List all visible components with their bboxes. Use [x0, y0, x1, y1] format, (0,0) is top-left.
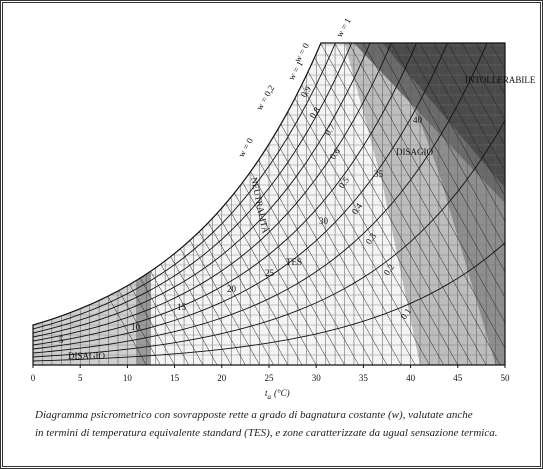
w-curve [33, 43, 505, 354]
x-axis-label: ta (°C) [265, 388, 290, 401]
tes-label: 15 [177, 302, 187, 312]
tes-line [320, 43, 505, 365]
x-tick-label: 50 [501, 373, 511, 383]
tes-label: 10 [131, 322, 141, 332]
w-curve [33, 43, 505, 338]
x-tick-label: 5 [78, 373, 83, 383]
tes-label: 30 [319, 216, 329, 226]
zone-cold-dark [136, 43, 151, 365]
tes-line [377, 43, 505, 365]
tes-line [504, 43, 505, 365]
w-curve-label: w = 0,2 [254, 83, 276, 112]
w-curve-label: w = 1 [286, 59, 305, 82]
x-tick-label: 35 [359, 373, 369, 383]
tes-label: 20 [227, 284, 237, 294]
tes-line [519, 3, 540, 365]
x-tick-label: 30 [312, 373, 322, 383]
w-curve [33, 242, 505, 362]
tes-label: 40 [413, 115, 423, 125]
caption-line: Diagramma psicrometrico con sovrapposte … [35, 409, 473, 421]
tes-line [405, 43, 505, 365]
tes-label: 35 [374, 169, 384, 179]
tes-line [349, 43, 505, 365]
x-tick-label: 15 [170, 373, 180, 383]
tes-line [533, 3, 540, 365]
w-curve-label: w = 1 [334, 16, 353, 39]
x-tick-label: 45 [453, 373, 463, 383]
zone-label: INTOLLERABILE [465, 75, 536, 85]
x-axis-label-part: a [268, 393, 272, 401]
tes-line [363, 43, 505, 365]
tes-line [292, 43, 501, 365]
w-curve [33, 120, 505, 358]
tes-line [462, 43, 505, 365]
chart: 0 5 10 15 20 25 30 35 40 45 50 ta (°C) INTOLLERABILE D… [31, 3, 540, 401]
tes-line [391, 43, 505, 365]
x-tick-label: 40 [406, 373, 416, 383]
w-curve [33, 43, 505, 346]
tes-line [448, 43, 505, 365]
tes-line [334, 43, 505, 365]
x-tick-label: 20 [217, 373, 227, 383]
zone-label: TES [286, 257, 302, 267]
saturation-curve [32, 42, 506, 366]
x-axis-label-part: (°C) [274, 388, 290, 398]
caption-line: in termini di temperatura equivalente st… [35, 427, 498, 439]
x-tick-label: 10 [123, 373, 133, 383]
x-tick-label: 25 [265, 373, 275, 383]
tes-line [306, 43, 505, 365]
tes-label: 25 [265, 268, 275, 278]
w-curve [33, 43, 505, 342]
tes-line [433, 43, 505, 365]
x-tick-label: 0 [31, 373, 36, 383]
w-curve [33, 43, 505, 330]
zone-label: DISAGIO [68, 351, 105, 361]
zone-label: DISAGIO [396, 147, 433, 157]
w-curve [33, 43, 505, 350]
tes-label: 5 [59, 335, 64, 345]
x-axis-label-part: t [265, 388, 268, 398]
w-curve-label: w = 0 [236, 136, 255, 159]
tes-line [419, 43, 505, 365]
w-curve [33, 43, 505, 334]
